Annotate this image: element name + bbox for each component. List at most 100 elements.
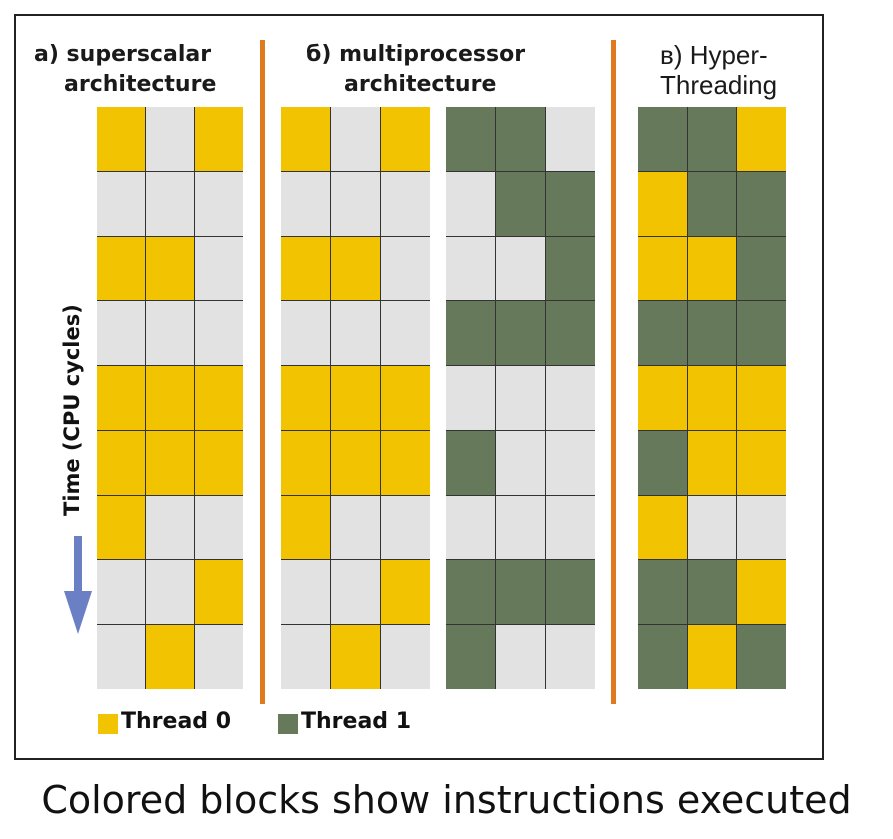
cell-empty	[687, 495, 737, 560]
cell-thread1	[496, 107, 545, 171]
legend-swatch-thread1	[278, 714, 298, 734]
cell-empty	[496, 430, 545, 495]
cell-empty	[381, 495, 430, 560]
panel-c-title-line2: Threading	[660, 70, 778, 100]
panel-a-title-line1: a) superscalar	[34, 42, 212, 67]
caption: Colored blocks show instructions execute…	[41, 778, 852, 822]
grid-superscalar	[97, 107, 243, 689]
cell-empty	[546, 625, 595, 689]
cell-empty	[496, 495, 545, 560]
cell-thread0	[331, 236, 380, 301]
panel-c-title: в) Hyper- Threading	[660, 40, 777, 100]
cell-empty	[195, 171, 243, 236]
cell-empty	[446, 236, 495, 301]
cell-empty	[97, 171, 145, 236]
cell-thread1	[638, 107, 687, 171]
cell-thread0	[737, 560, 786, 625]
legend-label-thread1: Thread 1	[301, 709, 411, 734]
cell-empty	[97, 560, 145, 625]
cell-empty	[331, 301, 380, 366]
cell-empty	[546, 366, 595, 430]
cell-thread0	[331, 366, 380, 430]
cell-thread1	[687, 107, 737, 171]
cell-empty	[381, 301, 430, 366]
grid-multiprocessor-cpu0	[281, 107, 430, 689]
separator-line	[611, 40, 616, 704]
cell-thread0	[195, 560, 243, 625]
cell-thread1	[687, 171, 737, 236]
cell-thread0	[687, 430, 737, 495]
cell-thread0	[687, 625, 737, 689]
cell-thread0	[281, 366, 330, 430]
panel-b-title: б) multiprocessor architecture	[306, 40, 525, 100]
cell-empty	[97, 625, 145, 689]
cell-empty	[146, 171, 194, 236]
cell-thread0	[381, 560, 430, 625]
cell-thread1	[546, 171, 595, 236]
cell-empty	[446, 366, 495, 430]
cell-empty	[546, 430, 595, 495]
cell-empty	[331, 171, 380, 236]
cell-thread1	[638, 430, 687, 495]
cell-thread1	[446, 625, 495, 689]
cell-thread1	[546, 301, 595, 366]
cell-thread1	[638, 625, 687, 689]
cell-thread0	[331, 625, 380, 689]
cell-thread1	[737, 171, 786, 236]
cell-thread1	[446, 301, 495, 366]
cell-empty	[195, 301, 243, 366]
cell-thread1	[446, 430, 495, 495]
cell-thread0	[281, 236, 330, 301]
legend-swatch-thread0	[98, 714, 118, 734]
cell-empty	[97, 301, 145, 366]
cell-empty	[496, 625, 545, 689]
cell-empty	[381, 236, 430, 301]
cell-thread0	[195, 107, 243, 171]
cell-thread1	[737, 301, 786, 366]
cell-empty	[281, 560, 330, 625]
cell-empty	[446, 171, 495, 236]
diagram-frame: a) superscalar architecture б) multiproc…	[14, 14, 824, 760]
cell-empty	[146, 560, 194, 625]
cell-thread1	[687, 560, 737, 625]
cell-empty	[146, 107, 194, 171]
panel-a-title-line2: architecture	[64, 72, 217, 97]
cell-empty	[737, 495, 786, 560]
down-arrow-icon	[64, 536, 92, 634]
cell-thread1	[546, 560, 595, 625]
cell-empty	[496, 236, 545, 301]
cell-thread0	[737, 430, 786, 495]
cell-thread1	[638, 560, 687, 625]
cell-thread0	[146, 236, 194, 301]
panel-b-title-line1: б) multiprocessor	[306, 42, 526, 67]
cell-empty	[381, 171, 430, 236]
cell-thread0	[381, 107, 430, 171]
time-axis-label: Time (CPU cycles)	[60, 304, 84, 516]
cell-empty	[546, 107, 595, 171]
cell-thread0	[281, 495, 330, 560]
cell-thread1	[446, 560, 495, 625]
cell-thread1	[496, 171, 545, 236]
cell-thread1	[687, 301, 737, 366]
cell-thread0	[737, 366, 786, 430]
cell-thread0	[146, 625, 194, 689]
cell-empty	[446, 495, 495, 560]
cell-thread0	[381, 366, 430, 430]
cell-empty	[281, 625, 330, 689]
cell-empty	[195, 236, 243, 301]
cell-thread0	[195, 366, 243, 430]
grid-hyperthreading	[638, 107, 786, 689]
cell-thread0	[687, 236, 737, 301]
panel-c-title-line1: в) Hyper-	[660, 40, 768, 70]
panel-b-title-line2: architecture	[344, 72, 497, 97]
cell-thread0	[687, 366, 737, 430]
cell-thread0	[381, 430, 430, 495]
cell-thread1	[638, 301, 687, 366]
separator-line	[260, 40, 265, 704]
cell-thread0	[97, 107, 145, 171]
cell-thread1	[546, 236, 595, 301]
grid-multiprocessor-cpu1	[446, 107, 595, 689]
cell-thread1	[737, 625, 786, 689]
cell-thread0	[638, 236, 687, 301]
cell-empty	[281, 301, 330, 366]
